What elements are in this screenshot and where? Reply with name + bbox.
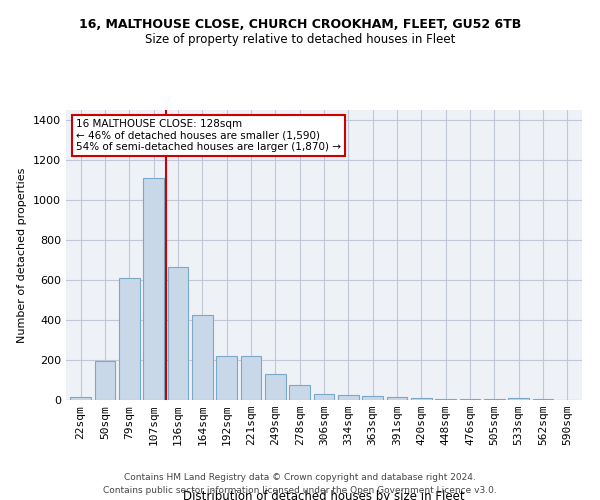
Bar xyxy=(338,395,359,400)
Bar xyxy=(95,361,115,400)
Text: Size of property relative to detached houses in Fleet: Size of property relative to detached ho… xyxy=(145,32,455,46)
Bar xyxy=(484,399,505,400)
Bar xyxy=(533,399,553,400)
Bar xyxy=(143,178,164,400)
X-axis label: Distribution of detached houses by size in Fleet: Distribution of detached houses by size … xyxy=(183,490,465,500)
Bar xyxy=(386,397,407,400)
Bar xyxy=(314,394,334,400)
Bar xyxy=(362,396,383,400)
Bar xyxy=(216,356,237,400)
Text: Contains public sector information licensed under the Open Government Licence v3: Contains public sector information licen… xyxy=(103,486,497,495)
Bar xyxy=(436,399,456,400)
Text: 16, MALTHOUSE CLOSE, CHURCH CROOKHAM, FLEET, GU52 6TB: 16, MALTHOUSE CLOSE, CHURCH CROOKHAM, FL… xyxy=(79,18,521,30)
Bar xyxy=(119,278,140,400)
Bar xyxy=(508,398,529,400)
Bar xyxy=(460,399,481,400)
Text: Contains HM Land Registry data © Crown copyright and database right 2024.: Contains HM Land Registry data © Crown c… xyxy=(124,472,476,482)
Text: 16 MALTHOUSE CLOSE: 128sqm
← 46% of detached houses are smaller (1,590)
54% of s: 16 MALTHOUSE CLOSE: 128sqm ← 46% of deta… xyxy=(76,118,341,152)
Y-axis label: Number of detached properties: Number of detached properties xyxy=(17,168,28,342)
Bar xyxy=(411,398,432,400)
Bar xyxy=(167,267,188,400)
Bar xyxy=(265,374,286,400)
Bar xyxy=(289,385,310,400)
Bar xyxy=(241,356,262,400)
Bar xyxy=(192,315,212,400)
Bar xyxy=(70,397,91,400)
